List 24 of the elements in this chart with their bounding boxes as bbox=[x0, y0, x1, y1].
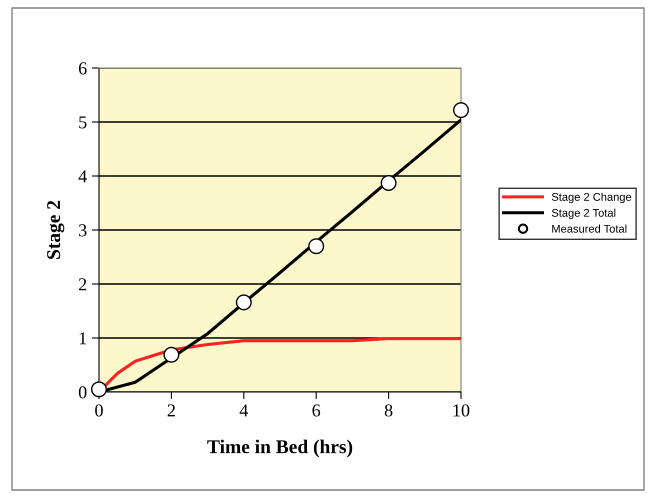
y-tick-label: 3 bbox=[79, 224, 86, 236]
legend-label: Stage 2 Total bbox=[552, 208, 616, 219]
legend-label: Stage 2 Change bbox=[552, 192, 632, 204]
x-tick-label: 10 bbox=[454, 404, 470, 417]
y-tick-label: 0 bbox=[78, 386, 87, 398]
y-axis-title: Stage 2 bbox=[47, 200, 64, 259]
x-tick-label: 2 bbox=[168, 404, 175, 416]
y-tick-label: 5 bbox=[79, 116, 86, 128]
y-tick-label: 1 bbox=[80, 332, 86, 344]
x-tick-label: 8 bbox=[384, 404, 392, 417]
x-tick-label: 0 bbox=[95, 404, 103, 417]
y-tick-label: 2 bbox=[78, 278, 86, 290]
point bbox=[163, 346, 180, 363]
x-tick-label: 4 bbox=[240, 404, 248, 416]
y-tick-label: 4 bbox=[78, 170, 87, 182]
point bbox=[380, 175, 397, 191]
x-axis-title: Time in Bed (hrs) bbox=[207, 440, 352, 458]
point bbox=[91, 381, 107, 398]
legend-label: Measured Total bbox=[552, 224, 626, 233]
point bbox=[236, 294, 252, 310]
x-tick-label: 6 bbox=[312, 404, 320, 417]
y-tick-label: 6 bbox=[78, 62, 87, 74]
point bbox=[453, 102, 469, 118]
point bbox=[308, 238, 324, 254]
